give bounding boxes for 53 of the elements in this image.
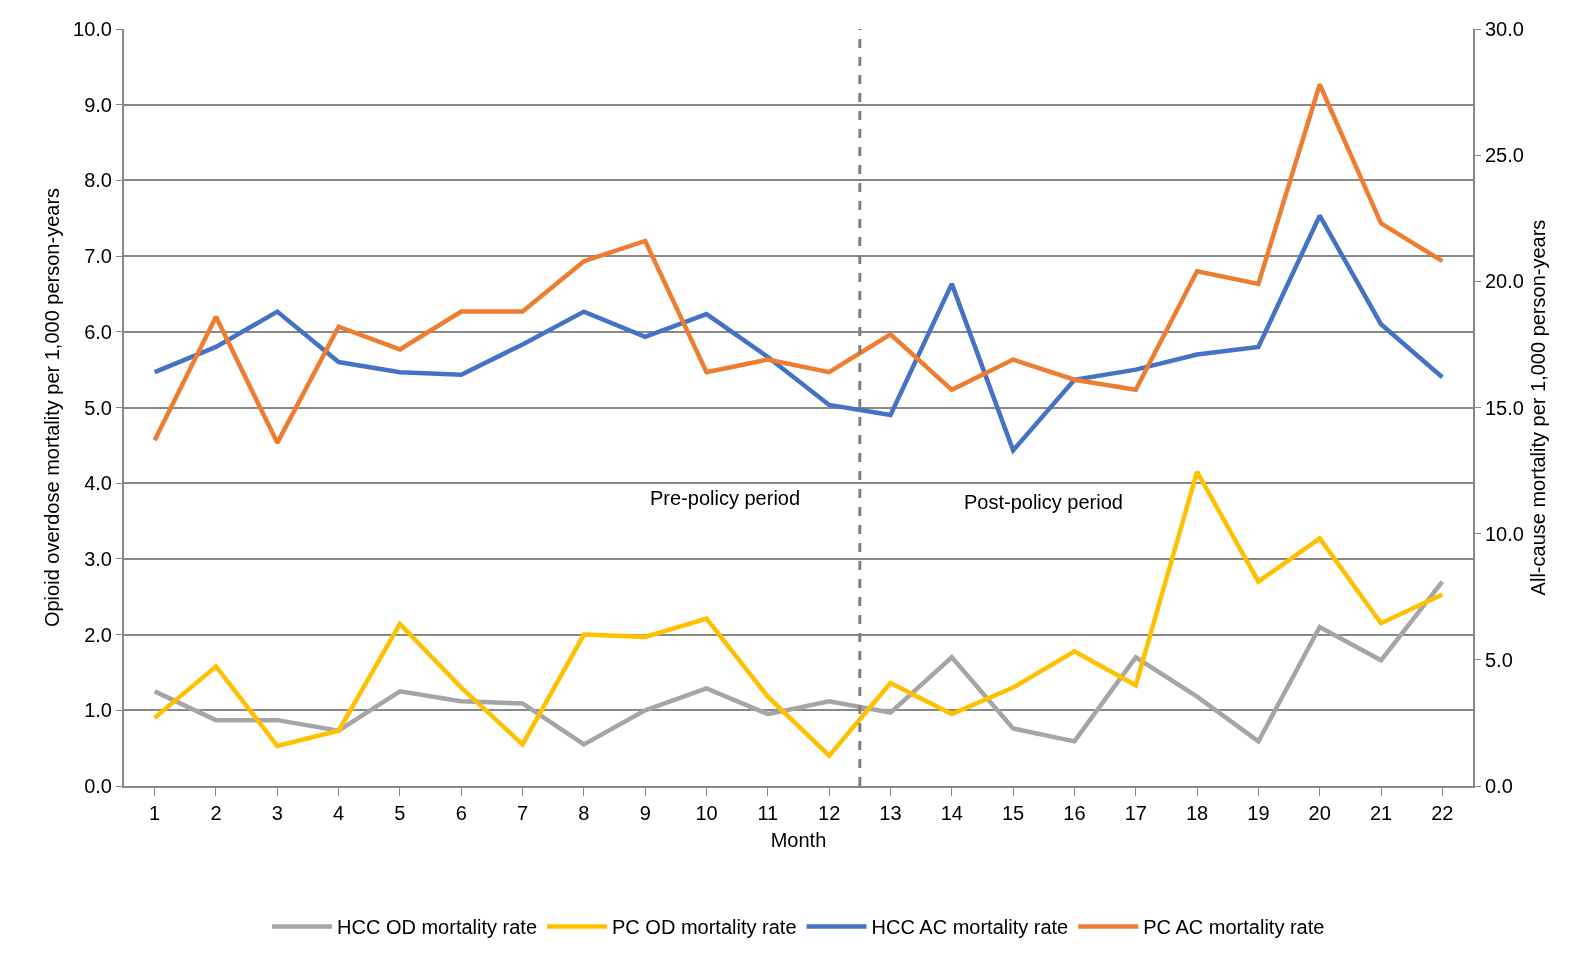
x-tick-label: 14: [940, 802, 963, 824]
y2-tick-label: 20.0: [1485, 270, 1524, 293]
y-tick-label: 8.0: [84, 169, 112, 192]
x-tick-label: 2: [210, 802, 222, 824]
line-series: [152, 579, 1445, 747]
legend-label: HCC OD mortality rate: [337, 916, 538, 939]
y-tick-label: 6.0: [84, 320, 112, 343]
x-tick-label: 17: [1124, 802, 1147, 824]
y-tick-label: 9.0: [84, 93, 112, 116]
x-tick-label: 13: [879, 802, 902, 824]
annotation: Pre-policy period: [650, 487, 801, 509]
legend-label: HCC AC mortality rate: [871, 916, 1069, 939]
x-tick-label: 19: [1247, 802, 1270, 824]
x-tick-label: 16: [1063, 802, 1086, 824]
y-tick-label: 7.0: [84, 245, 112, 268]
x-tick-label: 9: [639, 802, 651, 824]
x-tick-label: 10: [695, 802, 718, 824]
x-tick-label: 15: [1001, 802, 1025, 824]
x-tick-label: 12: [818, 802, 841, 824]
line-series: [152, 82, 1445, 446]
x-tick-label: 18: [1185, 802, 1209, 824]
y-tick-label: 0.0: [84, 775, 112, 797]
y2-tick-label: 15.0: [1485, 396, 1524, 419]
x-tick-label: 4: [333, 802, 345, 824]
y-axis-title: Opioid overdose mortality per 1,000 person-years: [41, 187, 64, 628]
annotation: Post-policy period: [964, 491, 1123, 513]
y-tick-label: 10.0: [73, 18, 112, 40]
y-tick-label: 4.0: [84, 472, 112, 495]
x-tick-label: 8: [578, 802, 590, 824]
x-tick-label: 22: [1431, 802, 1454, 824]
y-tick-label: 2.0: [84, 623, 112, 646]
y2-tick-label: 5.0: [1485, 648, 1513, 671]
x-tick-label: 20: [1308, 802, 1331, 824]
x-tick-label: 7: [517, 802, 529, 824]
legend-label: PC AC mortality rate: [1143, 916, 1325, 939]
x-tick-label: 11: [757, 802, 779, 824]
y-tick-label: 5.0: [84, 396, 112, 419]
line-series: [152, 213, 1445, 453]
y2-tick-label: 0.0: [1485, 775, 1513, 797]
y-tick-label: 1.0: [84, 699, 112, 722]
legend-label: PC OD mortality rate: [612, 916, 797, 939]
x-tick-label: 1: [149, 802, 161, 824]
y2-tick-label: 25.0: [1485, 144, 1524, 167]
line-series: [152, 469, 1445, 758]
y-tick-label: 3.0: [84, 547, 112, 570]
x-tick-label: 5: [394, 802, 406, 824]
x-tick-label: 3: [271, 802, 283, 824]
x-tick-label: 21: [1369, 802, 1393, 824]
y2-axis-title: All-cause mortality per 1,000 person-years: [1526, 219, 1549, 596]
x-axis-title: Month: [770, 829, 827, 851]
y2-tick-label: 30.0: [1485, 18, 1524, 40]
x-tick-label: 6: [455, 802, 467, 824]
y2-tick-label: 10.0: [1485, 522, 1524, 545]
